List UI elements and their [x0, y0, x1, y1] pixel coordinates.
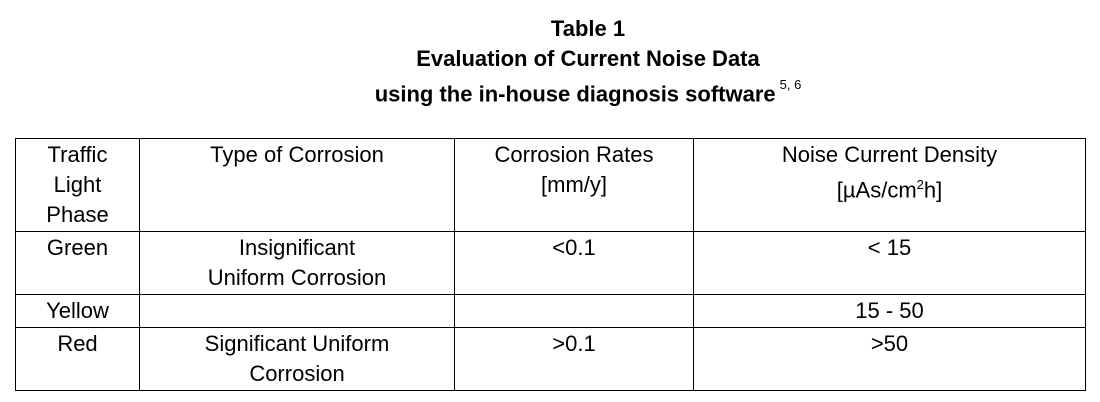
- table-header-row: Traffic Light Phase Type of Corrosion Co…: [15, 138, 1086, 232]
- header-rates-label: Corrosion Rates: [494, 142, 654, 167]
- header-density-unit: [µAs/cm2h]: [698, 170, 1081, 205]
- cell-type-line: Significant Uniform: [204, 331, 390, 356]
- cell-density: < 15: [693, 231, 1086, 295]
- table-title: Evaluation of Current Noise Data: [416, 46, 760, 71]
- header-noise-current-density: Noise Current Density [µAs/cm2h]: [693, 138, 1086, 232]
- table-subtitle: using the in-house diagnosis software 5, …: [0, 74, 1100, 109]
- cell-type: Significant Uniform Corrosion: [139, 327, 455, 391]
- table-row-red: Red Significant Uniform Corrosion >0.1 >…: [15, 327, 1086, 391]
- header-phase-line: Phase: [46, 202, 109, 227]
- reference-superscript: 5, 6: [779, 77, 802, 92]
- header-phase-line: Traffic: [47, 142, 108, 167]
- cell-density: >50: [693, 327, 1086, 391]
- header-density-label: Noise Current Density: [781, 142, 998, 167]
- table-number: Table 1: [550, 16, 626, 41]
- table-row-yellow: Yellow 15 - 50: [15, 294, 1086, 328]
- cell-phase: Red: [15, 327, 140, 391]
- density-unit-prefix: [µAs/cm: [836, 177, 917, 203]
- cell-rate: [454, 294, 694, 328]
- header-type-label: Type of Corrosion: [210, 142, 384, 167]
- cell-type: Insignificant Uniform Corrosion: [139, 231, 455, 295]
- cell-type-line: Corrosion: [249, 361, 345, 386]
- header-rates-unit: [mm/y]: [541, 172, 607, 197]
- cell-type-line: Uniform Corrosion: [207, 265, 387, 290]
- header-type-of-corrosion: Type of Corrosion: [139, 138, 455, 232]
- cell-type-line: Insignificant: [238, 235, 356, 260]
- cell-rate: <0.1: [454, 231, 694, 295]
- cell-type: [139, 294, 455, 328]
- cell-rate: >0.1: [454, 327, 694, 391]
- noise-evaluation-table: Traffic Light Phase Type of Corrosion Co…: [15, 138, 1086, 391]
- table-caption: Table 1 Evaluation of Current Noise Data…: [0, 14, 1100, 109]
- header-traffic-light-phase: Traffic Light Phase: [15, 138, 140, 232]
- density-unit-exponent: 2: [916, 177, 924, 192]
- header-phase-line: Light: [53, 172, 102, 197]
- table-subtitle-text: using the in-house diagnosis software: [374, 81, 776, 107]
- cell-phase: Green: [15, 231, 140, 295]
- header-corrosion-rates: Corrosion Rates [mm/y]: [454, 138, 694, 232]
- cell-phase: Yellow: [15, 294, 140, 328]
- table-row-green: Green Insignificant Uniform Corrosion <0…: [15, 231, 1086, 295]
- cell-density: 15 - 50: [693, 294, 1086, 328]
- density-unit-suffix: h]: [923, 177, 943, 203]
